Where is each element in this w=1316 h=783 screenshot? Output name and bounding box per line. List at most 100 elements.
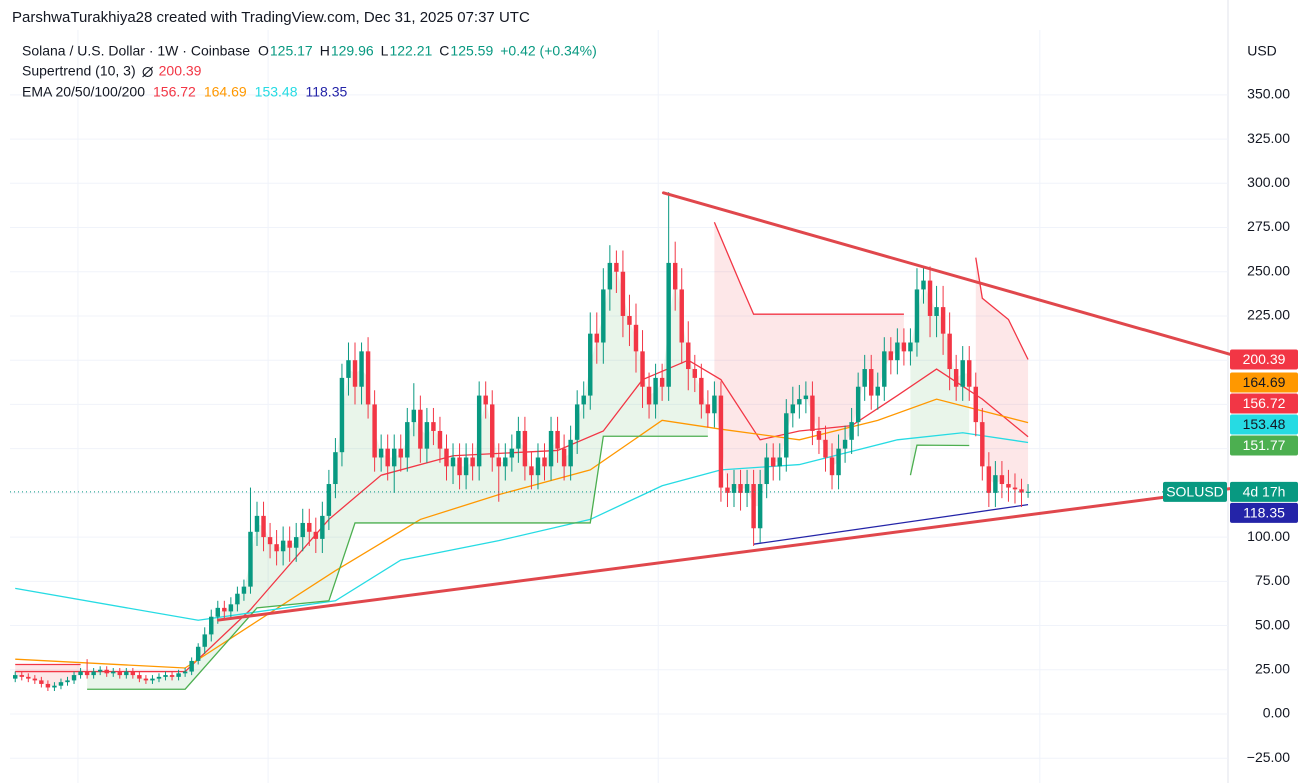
candle-body <box>209 616 214 635</box>
candle-body <box>842 439 848 449</box>
axis-badge <box>1230 393 1298 414</box>
candle-body <box>633 324 639 352</box>
candle-body <box>137 675 142 679</box>
candle-body <box>307 522 312 532</box>
candle-body <box>921 280 926 290</box>
candle-body <box>13 675 18 679</box>
candle-body <box>1025 491 1031 493</box>
candle-body <box>516 430 521 449</box>
ema-line <box>15 398 1029 669</box>
candle-body <box>646 386 652 405</box>
candle-body <box>653 377 658 405</box>
candle-body <box>26 676 31 679</box>
candle-body <box>117 671 122 676</box>
candle-body <box>718 395 724 488</box>
candle-body <box>784 413 789 458</box>
symbol-tag-label: SOLUSD <box>1166 484 1224 500</box>
candle-body <box>261 515 266 538</box>
candle-body <box>882 351 887 387</box>
candle-body <box>39 680 44 684</box>
candle-body <box>84 671 90 676</box>
legend-ohlc-value: 125.59 <box>450 43 493 59</box>
candle-body <box>973 386 978 423</box>
ema-line <box>753 503 1029 545</box>
candle-body <box>267 537 273 545</box>
candle-body <box>476 395 482 467</box>
candle-body <box>398 448 403 458</box>
candle-body <box>215 607 221 617</box>
candle-body <box>529 466 534 476</box>
supertrend-fill <box>910 285 970 476</box>
candle-body <box>895 342 900 361</box>
candle-body <box>339 377 345 453</box>
candle-body <box>71 675 77 681</box>
candle-body <box>823 439 828 458</box>
candle-body <box>241 586 247 594</box>
candle-body <box>509 448 515 458</box>
candle-body <box>293 537 299 548</box>
candle-body <box>150 678 155 681</box>
candle-body <box>463 457 469 476</box>
axis-badge <box>1230 435 1298 456</box>
candle-body <box>19 675 24 677</box>
legend-ohlc-value: 122.21 <box>389 43 432 59</box>
candle-body <box>352 360 358 387</box>
candle-body <box>927 280 933 316</box>
candle-body <box>960 360 965 387</box>
candle-body <box>908 342 913 352</box>
legend-ohlc-value: 129.96 <box>331 43 374 59</box>
candle-body <box>58 682 64 686</box>
candle-body <box>862 369 867 387</box>
y-tick-label: 300.00 <box>1247 174 1290 190</box>
axis-badge <box>1230 414 1298 435</box>
candle-body <box>836 448 841 476</box>
candle-body <box>169 675 175 677</box>
candle-body <box>437 430 443 449</box>
candle-body <box>875 386 880 396</box>
candle-body <box>522 430 528 467</box>
candle-body <box>849 422 854 440</box>
y-tick-label: 350.00 <box>1247 86 1290 102</box>
legend-visibility-icon <box>142 66 153 78</box>
candle-body <box>731 484 737 493</box>
candle-body <box>248 531 253 587</box>
candle-body <box>999 475 1005 485</box>
candle-body <box>313 531 319 539</box>
candle-body <box>829 457 835 476</box>
legend-ema-label: EMA 20/50/100/200 <box>22 84 145 100</box>
y-tick-label: 100.00 <box>1247 528 1290 544</box>
candle-body <box>993 475 998 493</box>
candle-body <box>705 404 711 414</box>
candle-body <box>672 262 678 290</box>
candle-body <box>888 351 894 361</box>
candle-body <box>810 395 815 431</box>
candle-body <box>588 333 593 396</box>
axis-badge-label: 151.77 <box>1243 437 1286 453</box>
candle-body <box>490 404 495 458</box>
candle-body <box>542 457 547 467</box>
candle-body <box>45 683 51 688</box>
supertrend-fill <box>15 664 81 687</box>
candle-body <box>581 395 586 405</box>
supertrend-fill <box>975 257 1029 493</box>
y-tick-label: 325.00 <box>1247 130 1290 146</box>
axis-badge-label: 153.48 <box>1243 416 1286 432</box>
candle-body <box>627 315 632 325</box>
price-badge <box>1230 481 1298 502</box>
candle-body <box>287 540 292 548</box>
axis-badge <box>1230 349 1298 370</box>
candle-body <box>163 675 168 677</box>
candle-body <box>855 386 861 423</box>
candle-body <box>914 289 920 343</box>
axis-badge <box>1230 502 1298 523</box>
candle-body <box>450 457 456 467</box>
candle-body <box>816 430 822 440</box>
candle-body <box>561 448 567 467</box>
candle-body <box>195 646 201 661</box>
currency: USD <box>1247 43 1277 59</box>
candle-body <box>692 369 698 378</box>
y-tick-label: 275.00 <box>1247 218 1290 234</box>
candle-body <box>679 289 684 343</box>
candle-body <box>385 448 390 467</box>
